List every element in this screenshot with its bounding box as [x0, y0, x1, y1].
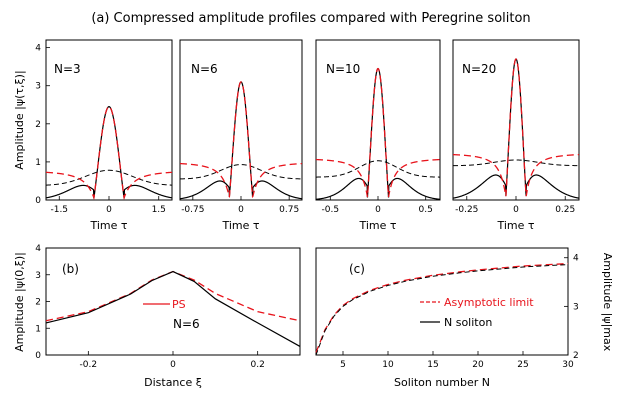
series-dashed-black — [316, 160, 440, 178]
series-dashed-black — [45, 169, 173, 186]
x-tick-label: 1.5 — [152, 205, 166, 215]
panel-c: (c) Asymptotic limit N soliton Amplitude… — [315, 247, 614, 389]
ylabel: Amplitude |ψ(τ,ξ)| — [13, 70, 26, 169]
series-n-soliton — [315, 67, 441, 200]
x-tick-label: 0.5 — [419, 205, 433, 215]
series-dashed-black — [452, 159, 580, 167]
panel-a2: N=6 Time τ — [179, 39, 303, 232]
ylabel: Amplitude |ψ|max — [601, 253, 614, 352]
legend-n6-label: N=6 — [173, 317, 200, 331]
series-n-soliton — [315, 264, 569, 356]
x-tick-label: 0 — [375, 205, 381, 215]
legend-asym-label: Asymptotic limit — [444, 296, 534, 309]
series-n-6 — [45, 270, 301, 347]
axes-frame — [315, 247, 569, 356]
y-tick-label: 0 — [35, 351, 41, 361]
x-tick-label: -0.5 — [322, 205, 340, 215]
x-tick-label: 0.2 — [251, 360, 265, 370]
series-n-soliton — [45, 106, 173, 199]
panel-label: N=10 — [326, 62, 360, 76]
x-tick-label: 0 — [513, 205, 519, 215]
panel-label: (c) — [349, 262, 365, 276]
panel-a4: N=20 Time τ — [452, 39, 580, 232]
y-tick-label: 1 — [35, 158, 41, 168]
x-tick-label: 0 — [238, 205, 244, 215]
x-tick-label: 30 — [562, 360, 574, 370]
series-peregrine — [45, 106, 173, 201]
x-tick-label: 20 — [472, 360, 484, 370]
y-tick-label: 1 — [35, 324, 41, 334]
x-tick-label: -0.2 — [80, 360, 98, 370]
y-tick-label: 0 — [35, 196, 41, 206]
series-n-soliton — [179, 81, 303, 200]
x-tick-label: 0.25 — [555, 205, 575, 215]
y-tick-label: 4 — [35, 44, 41, 54]
xlabel: Time τ — [89, 219, 127, 232]
y-tick-label: 4 — [35, 244, 41, 254]
x-tick-label: -0.75 — [181, 205, 204, 215]
x-tick-label: 0.75 — [279, 205, 299, 215]
x-tick-label: -0.25 — [455, 205, 478, 215]
ylabel: Amplitude |ψ(0,ξ)| — [13, 252, 26, 352]
xlabel: Time τ — [221, 219, 259, 232]
panel-label: N=6 — [191, 62, 218, 76]
panel-label: (b) — [62, 262, 79, 276]
x-tick-label: 0 — [106, 205, 112, 215]
panel-label: N=20 — [462, 62, 496, 76]
x-tick-label: -1.5 — [50, 205, 68, 215]
series-asymptotic-limit — [315, 262, 569, 353]
xlabel: Soliton number N — [394, 376, 490, 389]
series-peregrine — [315, 67, 441, 198]
y-tick-label: 3 — [35, 82, 41, 92]
xlabel: Time τ — [358, 219, 396, 232]
panel-label: N=3 — [54, 62, 81, 76]
series-peregrine — [179, 81, 303, 198]
y-tick-label: 3 — [573, 302, 579, 312]
legend-nsol-label: N soliton — [444, 316, 492, 329]
y-tick-label: 2 — [35, 298, 41, 308]
xlabel: Time τ — [496, 219, 534, 232]
figure-title: (a) Compressed amplitude profiles compar… — [91, 11, 530, 26]
x-tick-label: 15 — [427, 360, 438, 370]
series-peregrine — [452, 58, 580, 197]
y-tick-label: 2 — [573, 351, 579, 361]
series-n-soliton — [452, 58, 580, 199]
x-tick-label: 5 — [340, 360, 346, 370]
xlabel: Distance ξ — [144, 376, 202, 389]
x-tick-label: 25 — [517, 360, 528, 370]
x-tick-label: 0 — [170, 360, 176, 370]
y-tick-label: 2 — [35, 120, 41, 130]
y-tick-label: 4 — [573, 254, 579, 264]
series-dashed-black — [179, 164, 303, 180]
y-tick-label: 3 — [35, 271, 41, 281]
x-tick-label: 10 — [382, 360, 394, 370]
legend-ps-label: PS — [172, 298, 186, 311]
